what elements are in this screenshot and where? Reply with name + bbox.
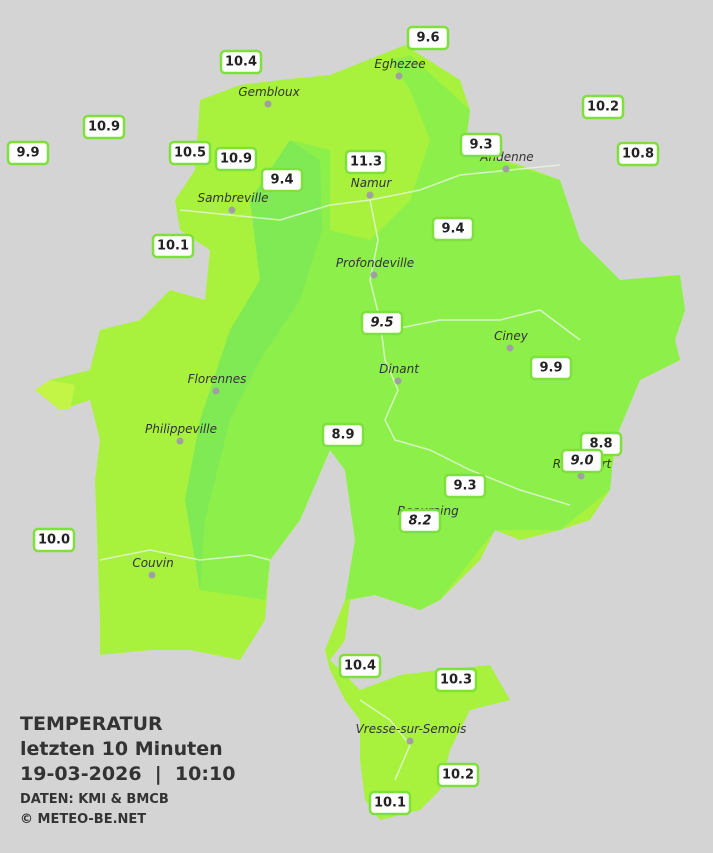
station-value: 9.3 <box>453 479 476 494</box>
station-value: 10.2 <box>442 768 474 783</box>
station-box <box>436 762 480 788</box>
station-value: 10.9 <box>88 120 120 135</box>
source: DATEN: KMI & BMCB <box>20 792 169 807</box>
city-label: Florennes <box>188 372 247 386</box>
city-dot <box>394 377 402 385</box>
city-label: Couvin <box>132 556 173 570</box>
city-label: Philippeville <box>145 422 217 436</box>
station-box <box>6 140 50 166</box>
station-value: 10.0 <box>38 533 70 548</box>
station-value: 9.4 <box>270 173 293 188</box>
station-value: 10.3 <box>440 673 472 688</box>
station-box <box>82 114 126 140</box>
cool-zone <box>185 140 322 590</box>
period: letzten 10 Minuten <box>20 738 223 760</box>
city-dot <box>366 191 374 199</box>
city-dot <box>395 72 403 80</box>
city-dot <box>148 571 156 579</box>
city-label: Sambreville <box>197 191 268 205</box>
station-box <box>581 94 625 120</box>
station-value: 9.5 <box>370 316 393 331</box>
city-label: Vresse-sur-Semois <box>356 722 467 736</box>
station-value: 10.1 <box>157 239 189 254</box>
title: TEMPERATUR <box>20 713 163 735</box>
station-box <box>151 233 195 259</box>
station-box <box>434 667 478 693</box>
station-value: 10.5 <box>174 146 206 161</box>
station-box <box>368 790 412 816</box>
station-layer: 10.4 9.6 10.9 10.2 9.9 10.5 10.9 9.3 10.8 11.3 9.4… <box>6 25 660 816</box>
station-value: 9.9 <box>539 361 562 376</box>
station-value: 10.4 <box>344 659 376 674</box>
station-value: 9.6 <box>416 31 439 46</box>
station-box <box>214 146 258 172</box>
station-box <box>431 216 475 242</box>
station-value: 8.8 <box>589 437 612 452</box>
city-label: Namur <box>351 176 393 190</box>
city-dot <box>506 344 514 352</box>
river <box>389 309 581 341</box>
station-box <box>338 653 382 679</box>
city-dot <box>406 737 414 745</box>
datetime: 19-03-2026 | 10:10 <box>20 763 235 785</box>
station-box <box>344 149 388 175</box>
warm-zone <box>35 380 75 410</box>
station-box <box>616 141 660 167</box>
city-dot <box>502 165 510 173</box>
city-label: Eghezee <box>374 57 425 71</box>
station-box <box>168 140 212 166</box>
station-value: 9.4 <box>441 222 464 237</box>
station-box <box>219 49 263 75</box>
station-value: 10.9 <box>220 152 252 167</box>
city-dot <box>577 472 585 480</box>
river <box>359 699 411 781</box>
copyright: © METEO-BE.NET <box>20 812 146 827</box>
station-value: 10.1 <box>374 796 406 811</box>
station-box <box>360 310 404 336</box>
station-box <box>32 527 76 553</box>
station-box <box>443 473 487 499</box>
station-box <box>321 422 365 448</box>
city-dot <box>228 206 236 214</box>
station-box <box>406 25 450 51</box>
city-label: Dinant <box>379 362 420 376</box>
station-value: 9.3 <box>469 138 492 153</box>
station-box <box>260 167 304 193</box>
city-dot <box>370 271 378 279</box>
station-value: 8.9 <box>331 428 354 443</box>
station-value: 11.3 <box>350 155 382 170</box>
city-dot <box>264 100 272 108</box>
city-label: Gembloux <box>238 85 300 99</box>
station-box <box>459 132 503 158</box>
city-dot <box>212 387 220 395</box>
station-box <box>398 508 442 534</box>
city-dot <box>176 437 184 445</box>
station-value: 9.9 <box>16 146 39 161</box>
station-value: 8.2 <box>408 514 431 529</box>
station-value: 10.8 <box>622 147 654 162</box>
station-box <box>529 355 573 381</box>
station-value: 9.0 <box>570 454 593 469</box>
river <box>99 549 271 561</box>
station-box <box>560 448 604 474</box>
station-value: 10.4 <box>225 55 257 70</box>
city-label: Ciney <box>494 329 529 343</box>
city-label: Profondeville <box>336 256 414 270</box>
station-value: 10.2 <box>587 100 619 115</box>
